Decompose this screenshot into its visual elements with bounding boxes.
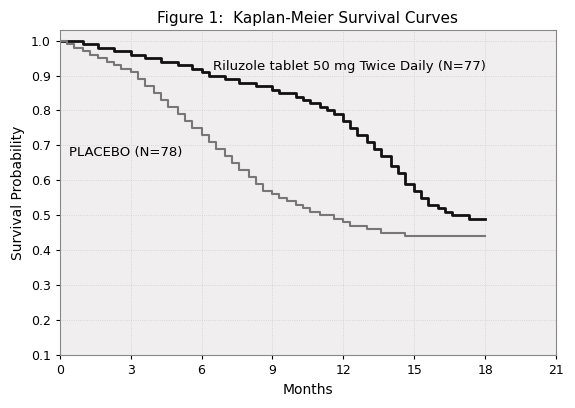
Y-axis label: Survival Probability: Survival Probability: [11, 126, 25, 260]
Text: PLACEBO (N=78): PLACEBO (N=78): [69, 146, 182, 159]
X-axis label: Months: Months: [282, 383, 333, 397]
Text: Riluzole tablet 50 mg Twice Daily (N=77): Riluzole tablet 50 mg Twice Daily (N=77): [213, 60, 486, 73]
Title: Figure 1:  Kaplan-Meier Survival Curves: Figure 1: Kaplan-Meier Survival Curves: [158, 11, 458, 26]
